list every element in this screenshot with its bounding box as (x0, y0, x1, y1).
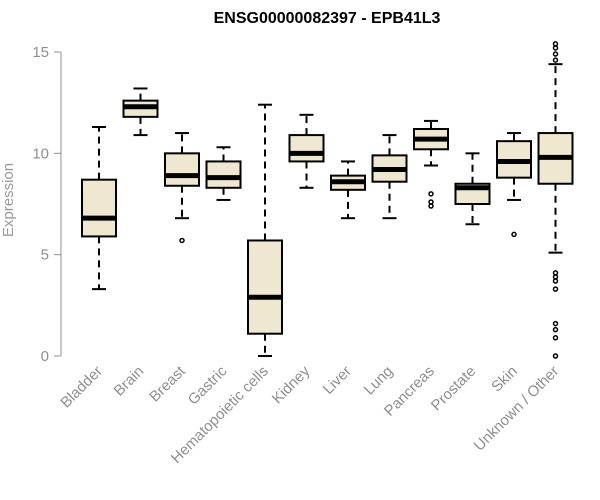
y-tick-label: 10 (32, 145, 49, 162)
x-category-label: Prostate (428, 363, 480, 415)
x-category-label: Bladder (57, 363, 106, 412)
outlier-point (511, 231, 517, 238)
outlier-point (552, 51, 559, 57)
iqr-box (247, 239, 283, 335)
box-breast (164, 132, 200, 244)
box-series (81, 41, 574, 359)
y-tick-label: 15 (32, 44, 49, 61)
outlier-point (552, 278, 559, 284)
iqr-box (164, 152, 200, 187)
box-skin (496, 132, 532, 238)
box-prostate (454, 152, 491, 226)
box-kidney (288, 113, 325, 189)
outlier-point (552, 320, 559, 327)
y-axis-label: Expression (0, 163, 17, 237)
y-tick-label: 0 (41, 348, 49, 365)
outlier-point (552, 45, 559, 51)
outlier-point (552, 286, 559, 292)
box-hematopoietic-cells (247, 103, 283, 357)
x-category-label: Liver (320, 363, 355, 398)
box-bladder (81, 125, 117, 291)
outlier-point (428, 203, 434, 209)
iqr-box (205, 160, 242, 189)
box-brain (122, 87, 159, 137)
x-category-label: Skin (488, 363, 521, 396)
x-category-label: Lung (361, 363, 397, 399)
outlier-point (179, 237, 185, 244)
x-category-label: Brain (111, 363, 148, 400)
box-liver (330, 160, 366, 220)
box-gastric (205, 146, 242, 201)
box-pancreas (413, 119, 449, 209)
outlier-point (552, 353, 559, 359)
outlier-point (552, 335, 559, 341)
x-category-label: Kidney (269, 362, 314, 407)
box-lung (371, 134, 408, 220)
iqr-box (81, 178, 117, 238)
outlier-point (552, 326, 559, 333)
chart-title: ENSG00000082397 - EPB41L3 (214, 10, 441, 27)
y-tick-label: 5 (41, 247, 49, 264)
x-category-label: Breast (146, 362, 189, 405)
y-axis: 0 5 10 15 (32, 44, 62, 365)
outlier-point (552, 57, 559, 63)
iqr-box (288, 134, 325, 163)
box-unknown-other (537, 41, 574, 359)
outlier-point (428, 191, 434, 197)
